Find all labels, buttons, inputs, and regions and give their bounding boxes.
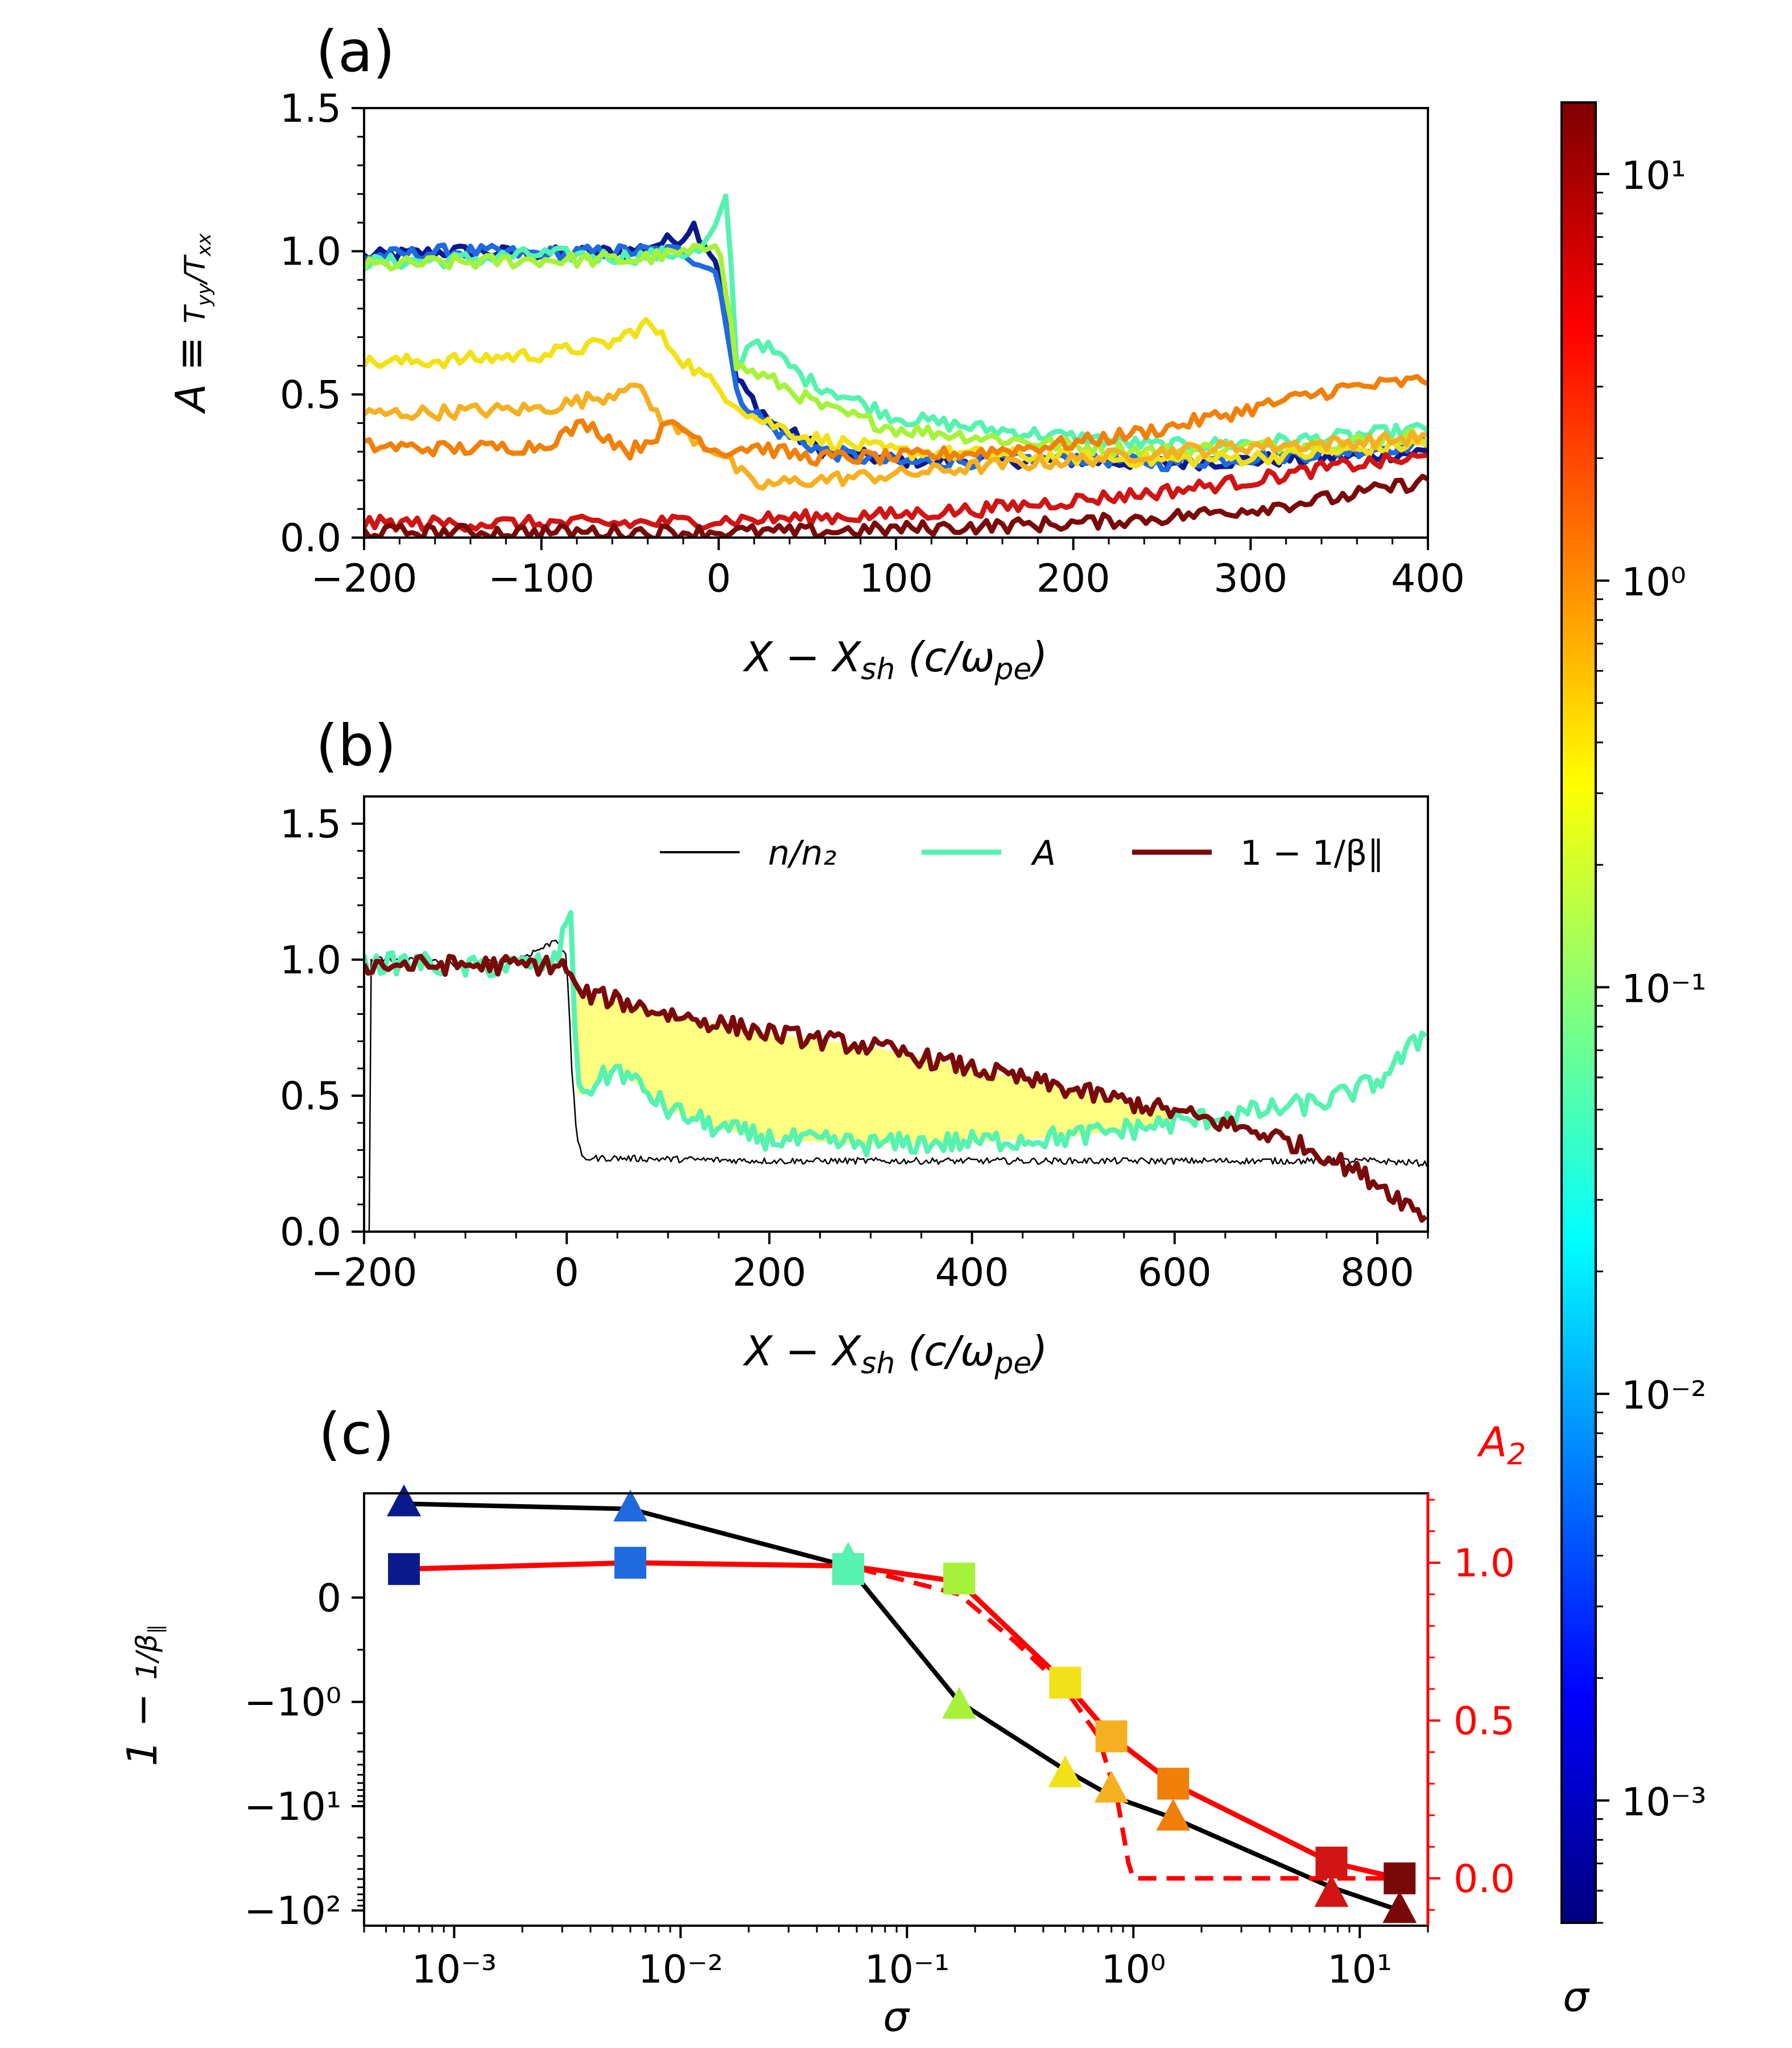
panel-a-series-7: [364, 452, 1428, 533]
panel-c-ytick-right-label: 1.0: [1454, 1541, 1515, 1586]
panel-b-xtick-label: 600: [1138, 1250, 1212, 1295]
panel-c-square-marker: [1095, 1720, 1128, 1753]
panel-a-xtick-label: 0: [707, 556, 731, 601]
panel-c-xtick-label: 10⁻³: [412, 1947, 497, 1992]
colorbar-tick-label: 10⁻²: [1621, 1373, 1707, 1418]
panel-b-xtick-label: 800: [1340, 1250, 1414, 1295]
panel-c-ytick-label: 0: [317, 1576, 341, 1621]
panel-c-triangle-marker: [1048, 1755, 1083, 1787]
panel-b: −200 0 200 400 600 800 0.0 0.5 1.0 1.5 n/n₂ A 1 −…: [280, 795, 1429, 1381]
panel-b-xlabel: X − Xsh (c/ωpe): [742, 1327, 1047, 1381]
panel-c-ytick-right-label: 0.5: [1454, 1699, 1515, 1744]
panel-a-xtick-label: 100: [859, 556, 933, 601]
legend-beta: 1 − 1/β∥: [1240, 833, 1384, 873]
legend-n: n/n₂: [768, 833, 836, 873]
panel-a-series-5: [364, 382, 1428, 491]
panel-a-xtick-label: 400: [1391, 556, 1465, 601]
colorbar-label: σ: [1563, 1973, 1590, 2021]
panel-b-xtick-label: 400: [935, 1250, 1009, 1295]
panel-c-xtick-label: 10⁰: [1101, 1947, 1166, 1992]
panel-b-label: (b): [316, 712, 397, 779]
colorbar-tick-label: 10⁻³: [1621, 1780, 1707, 1825]
panel-c-red-solid: [403, 1560, 1401, 1881]
panel-c-red-dashed: [403, 1560, 1400, 1881]
colorbar-tick-label: 10⁻¹: [1621, 967, 1707, 1011]
svg-text:A ≡ Tyy/Txx: A ≡ Tyy/Txx: [167, 233, 216, 414]
panel-c-triangle-marker: [942, 1687, 976, 1719]
panel-a-label: (a): [316, 18, 395, 85]
panel-a-xtick-label: 200: [1037, 556, 1110, 601]
panel-a-series-3: [364, 242, 1428, 460]
panel-c-xtick-label: 10⁻²: [638, 1947, 723, 1992]
panel-c-triangle-marker: [1156, 1798, 1191, 1831]
panel-c-xtick-label: 10¹: [1327, 1947, 1392, 1992]
panel-a: −200 −100 0 100 200 300 400 0.0 0.5 1.0 1.5 X − Xs…: [167, 86, 1465, 687]
colorbar-tick-label: 10¹: [1621, 154, 1686, 199]
colorbar: 10⁻³ 10⁻² 10⁻¹ 10⁰ 10¹ σ: [1560, 101, 1707, 2021]
panel-a-series-8: [364, 473, 1428, 538]
panel-c-square-marker: [1384, 1862, 1416, 1894]
panel-b-legend: n/n₂ A 1 − 1/β∥: [660, 833, 1384, 873]
panel-c-ytick-label: −10²: [244, 1889, 341, 1934]
panel-c-ytick-right-label: 0.0: [1454, 1857, 1515, 1902]
panel-a-ytick-label: 1.5: [280, 86, 341, 131]
panel-c-ylabel-right: A2: [1477, 1418, 1526, 1472]
colorbar-tick-label: 10⁰: [1621, 560, 1686, 605]
panel-c: 10⁻³ 10⁻² 10⁻¹ 10⁰ 10¹ 0 −10⁰ −10¹ −10² 0.0 0.5 1.0…: [118, 1418, 1526, 2041]
panel-c-xlabel: σ: [883, 1993, 910, 2041]
panel-b-ytick-label: 0.0: [280, 1210, 341, 1255]
panel-a-ytick-label: 1.0: [280, 230, 341, 275]
panel-c-triangle-marker: [1382, 1891, 1417, 1923]
panel-b-ytick-label: 1.0: [280, 938, 341, 983]
panel-c-label: (c): [319, 1401, 394, 1467]
panel-c-triangle-marker: [613, 1489, 648, 1522]
panel-c-square-marker: [943, 1562, 975, 1595]
panel-a-ylabel: A ≡ Tyy/Txx: [167, 233, 216, 414]
panel-a-xtick-label: −100: [488, 556, 594, 601]
panel-b-xtick-label: 200: [732, 1250, 806, 1295]
panel-a-series-6: [364, 374, 1428, 467]
panel-b-xtick-label: −200: [311, 1250, 418, 1295]
panel-c-square-marker: [1315, 1847, 1348, 1879]
panel-c-triangle-marker: [1314, 1874, 1349, 1907]
panel-a-ytick-label: 0.0: [280, 516, 341, 561]
panel-b-ytick-label: 1.5: [280, 802, 341, 847]
panel-a-xtick-label: −200: [311, 556, 418, 601]
panel-c-triangle-marker: [1094, 1770, 1129, 1803]
panel-b-ytick-label: 0.5: [280, 1074, 341, 1119]
panel-c-ylabel: 1 − 1/β∥: [118, 1624, 167, 1766]
legend-A: A: [1030, 833, 1056, 873]
panel-a-series-4: [364, 317, 1428, 469]
colorbar-gradient: [1560, 101, 1597, 1924]
panel-c-square-marker: [388, 1553, 420, 1585]
panel-b-xtick-label: 0: [555, 1250, 579, 1295]
panel-c-triangle-marker: [387, 1484, 422, 1517]
panel-a-series-2: [364, 193, 1428, 456]
panel-c-ytick-label: −10¹: [244, 1785, 341, 1830]
panel-a-xlabel: X − Xsh (c/ωpe): [742, 633, 1047, 687]
panel-a-xtick-label: 300: [1213, 556, 1287, 601]
panel-b-series-0: [368, 939, 1428, 1232]
panel-c-square-marker: [1049, 1666, 1081, 1699]
panel-c-square-marker: [1157, 1768, 1190, 1800]
panel-a-ytick-label: 0.5: [280, 373, 341, 418]
svg-text:1 − 1/β∥: 1 − 1/β∥: [118, 1624, 167, 1766]
panel-c-xtick-label: 10⁻¹: [864, 1947, 949, 1992]
panel-c-square-marker: [832, 1553, 864, 1585]
panel-c-square-marker: [614, 1547, 647, 1579]
panel-b-series-2: [364, 953, 1428, 1223]
panel-c-ytick-label: −10⁰: [244, 1680, 341, 1725]
